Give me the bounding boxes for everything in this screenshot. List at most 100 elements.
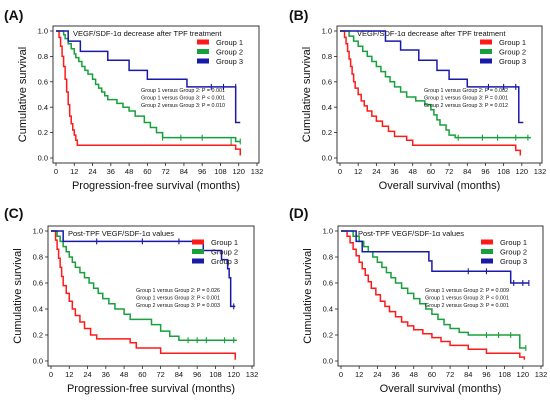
plot-frame (47, 225, 255, 367)
x-tick-label: 108 (209, 370, 222, 379)
x-tick-label: 48 (125, 167, 133, 176)
survival-curve-group-1 (340, 30, 522, 156)
legend-swatch (197, 39, 209, 45)
panel-letter: (D) (289, 205, 308, 221)
y-tick-label: 0.2 (33, 331, 43, 340)
y-tick-label: 0.0 (38, 154, 48, 163)
y-axis-title: Cumulative survival (17, 47, 29, 142)
x-tick-label: 0 (54, 167, 58, 176)
survival-curve-group-2 (56, 30, 241, 143)
legend-label: Group 1 (211, 238, 238, 247)
legend-swatch (480, 49, 492, 54)
x-tick-label: 72 (445, 167, 453, 176)
x-tick-label: 132 (534, 167, 547, 176)
x-tick-label: 60 (138, 370, 146, 379)
x-tick-label: 36 (102, 370, 110, 379)
y-tick-label: 0.4 (38, 103, 48, 112)
survival-curve-group-2 (341, 230, 526, 349)
p-value-annotation: Group 1 versus Group 2: P = 0.001 (141, 88, 225, 94)
y-tick-label: 0.2 (38, 128, 48, 137)
x-tick-label: 84 (464, 370, 472, 379)
chart-panel-3: (C) 0.0 0.2 0.4 0.6 0.8 1.0 0 12 24 36 48 60 72 84 96 10… (4, 205, 258, 395)
x-tick-label: 0 (49, 370, 53, 379)
y-tick-label: 1.0 (323, 227, 333, 236)
plot-frame (336, 25, 543, 164)
p-value-annotation: Group 1 versus Group 3: P < 0.001 (136, 296, 220, 302)
y-tick-label: 0.8 (38, 52, 48, 61)
x-tick-label: 24 (372, 167, 380, 176)
chart-title: Post-TPF VEGF/SDF-1α values (358, 229, 464, 238)
y-tick-label: 0.8 (33, 253, 43, 262)
x-tick-label: 84 (175, 370, 183, 379)
x-tick-label: 96 (481, 167, 489, 176)
p-value-annotation: Group 2 versus Group 3: P = 0.010 (141, 103, 225, 109)
p-value-annotation: Group 2 versus Group 3: P = 0.003 (136, 303, 220, 309)
legend-swatch (192, 258, 204, 264)
x-tick-label: 72 (156, 370, 164, 379)
y-tick-label: 0.4 (322, 103, 332, 112)
survival-curve-group-3 (51, 230, 236, 308)
survival-curve-group-2 (51, 230, 237, 341)
x-tick-label: 24 (88, 167, 96, 176)
x-tick-label: 36 (107, 167, 115, 176)
x-tick-label: 120 (232, 167, 245, 176)
x-tick-label: 12 (355, 370, 363, 379)
x-tick-label: 108 (497, 167, 510, 176)
chart-title: Post-TPF VEGF/SDF-1α values (68, 229, 174, 238)
y-tick-label: 0.2 (323, 331, 333, 340)
legend-label: Group 2 (500, 248, 527, 257)
x-tick-label: 132 (251, 167, 264, 176)
legend-label: Group 2 (211, 248, 238, 257)
legend-swatch (481, 249, 493, 254)
legend-label: Group 1 (500, 238, 527, 247)
y-tick-label: 0.6 (323, 279, 333, 288)
survival-curve-group-3 (341, 230, 529, 284)
p-value-annotation: Group 1 versus Group 2: P = 0.026 (136, 288, 220, 294)
legend-label: Group 3 (216, 57, 243, 66)
legend-swatch (197, 58, 209, 64)
p-value-annotation: Group 2 versus Group 3: P = 0.001 (425, 303, 509, 309)
legend-swatch (192, 249, 204, 254)
y-tick-label: 0.2 (322, 128, 332, 137)
chart-title: VEGF/SDF-1α decrease after TPF treatment (73, 29, 222, 38)
y-tick-label: 0.6 (322, 77, 332, 86)
plot-frame (52, 25, 260, 164)
y-tick-label: 0.0 (33, 357, 43, 366)
legend-swatch (481, 258, 493, 264)
x-tick-label: 120 (227, 370, 240, 379)
x-tick-label: 84 (463, 167, 471, 176)
x-tick-label: 48 (409, 167, 417, 176)
x-tick-label: 96 (193, 370, 201, 379)
survival-curve-group-1 (341, 230, 526, 360)
x-tick-label: 72 (161, 167, 169, 176)
x-axis-title: Progression-free survival (months) (72, 180, 240, 192)
y-tick-label: 0.0 (323, 357, 333, 366)
p-value-annotation: Group 1 versus Group 3: P = 0.001 (424, 96, 508, 102)
y-tick-label: 1.0 (33, 227, 43, 236)
x-tick-label: 0 (339, 370, 343, 379)
legend-label: Group 2 (216, 48, 243, 57)
legend-swatch (197, 49, 209, 54)
legend-swatch (480, 58, 492, 64)
p-value-annotation: Group 2 versus Group 3: P = 0.012 (424, 103, 508, 109)
y-tick-label: 1.0 (38, 27, 48, 36)
x-tick-label: 96 (198, 167, 206, 176)
x-tick-label: 24 (83, 370, 91, 379)
chart-panel-2: (B) 0.0 0.2 0.4 0.6 0.8 1.0 0 12 24 36 48 60 72 84 96 10… (289, 7, 546, 192)
x-tick-label: 24 (373, 370, 381, 379)
x-tick-label: 84 (180, 167, 188, 176)
legend-swatch (481, 239, 493, 245)
y-tick-label: 0.6 (38, 77, 48, 86)
survival-curve-group-1 (51, 230, 236, 360)
survival-curve-group-1 (56, 30, 241, 156)
panel-letter: (A) (4, 7, 23, 23)
legend-label: Group 3 (499, 57, 526, 66)
y-tick-label: 0.4 (33, 305, 43, 314)
x-tick-label: 108 (498, 370, 511, 379)
x-tick-label: 120 (517, 370, 530, 379)
x-tick-label: 132 (535, 370, 548, 379)
p-value-annotation: Group 1 versus Group 3: P < 0.001 (141, 96, 225, 102)
plot-frame (337, 225, 544, 367)
x-tick-label: 36 (391, 370, 399, 379)
